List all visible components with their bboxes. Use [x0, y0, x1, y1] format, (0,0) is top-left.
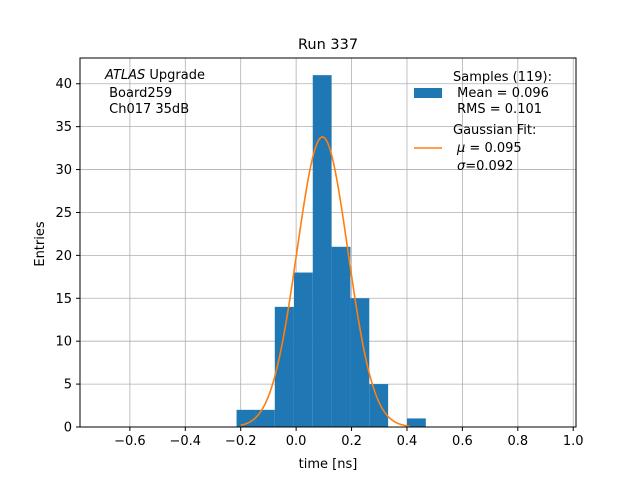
x-axis-label: time [ns]	[299, 457, 358, 472]
legend-fit-sigma: σ=0.092	[457, 159, 513, 174]
histogram-bar	[274, 306, 294, 427]
x-tick-label: −0.4	[170, 434, 202, 449]
histogram-bar	[255, 409, 275, 427]
gaussian-fit-curve	[240, 136, 410, 427]
legend-rms-line: RMS = 0.101	[453, 102, 542, 117]
y-tick-label: 25	[55, 206, 72, 221]
histogram-bar	[350, 298, 370, 427]
legend-fit-title: Gaussian Fit:	[453, 123, 536, 138]
y-tick-label: 30	[55, 163, 72, 178]
histogram-bar	[293, 272, 313, 427]
x-tick-label: −0.2	[225, 434, 257, 449]
y-tick-label: 15	[55, 292, 72, 307]
annotation-line-1: ATLAS Upgrade	[104, 68, 205, 83]
mu-value: = 0.095	[465, 141, 521, 156]
chart-title: Run 337	[298, 37, 358, 53]
annotation-line-2: Board259	[105, 86, 172, 101]
y-tick-label: 40	[55, 77, 72, 92]
legend-mean-line: Mean = 0.096	[453, 86, 549, 101]
axes-frame	[79, 57, 577, 428]
annotation-atlas: ATLAS	[104, 68, 145, 83]
y-tick-label: 20	[55, 249, 72, 264]
mu-symbol: μ	[456, 141, 465, 156]
histogram-bar	[369, 384, 389, 427]
legend: Samples (119): Mean = 0.096 RMS = 0.101 …	[414, 70, 552, 174]
y-axis-ticks: 0 5 10 15 20 25 30 35 40	[55, 77, 80, 436]
x-axis-ticks: −0.6 −0.4 −0.2 0.0 0.2 0.4 0.6 0.8 1.0	[114, 427, 584, 449]
legend-histogram-swatch	[414, 88, 442, 98]
histogram-bar	[406, 418, 426, 427]
y-axis-label: Entries	[33, 221, 48, 267]
annotation-upgrade: Upgrade	[145, 68, 205, 83]
legend-fit-mu: μ = 0.095	[456, 141, 522, 156]
histogram-bar	[236, 409, 256, 427]
atlas-annotation: ATLAS Upgrade Board259 Ch017 35dB	[104, 68, 205, 117]
x-tick-label: 0.0	[286, 434, 307, 449]
x-tick-label: 0.8	[507, 434, 528, 449]
y-tick-label: 10	[55, 335, 72, 350]
histogram-bars	[236, 75, 426, 428]
x-tick-label: 0.6	[452, 434, 473, 449]
x-tick-label: −0.6	[114, 434, 146, 449]
legend-samples-line: Samples (119):	[453, 70, 552, 85]
sigma-value: =0.092	[465, 159, 513, 174]
annotation-line-3: Ch017 35dB	[105, 102, 189, 117]
x-tick-label: 0.2	[341, 434, 362, 449]
y-tick-label: 5	[64, 378, 72, 393]
sigma-symbol: σ	[457, 159, 466, 174]
histogram-bar	[312, 75, 332, 428]
x-tick-label: 0.4	[397, 434, 418, 449]
y-tick-label: 35	[55, 120, 72, 135]
histogram-bar	[331, 246, 351, 427]
x-tick-label: 1.0	[563, 434, 584, 449]
y-tick-label: 0	[64, 421, 72, 436]
